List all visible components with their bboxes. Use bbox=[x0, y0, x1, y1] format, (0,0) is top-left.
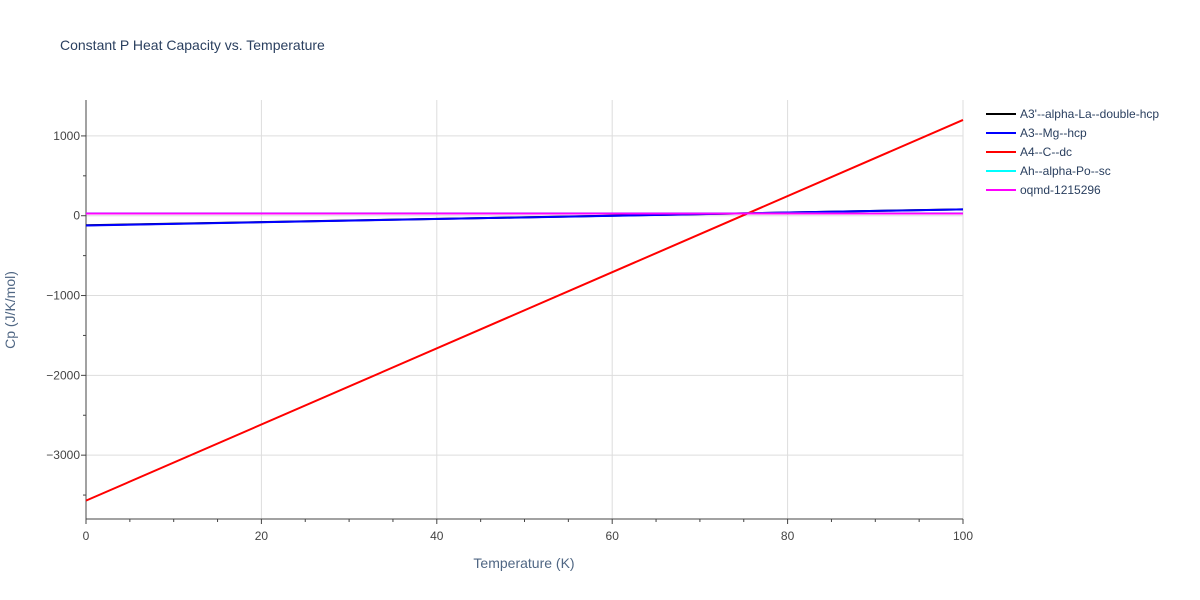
x-tick-label: 80 bbox=[781, 529, 795, 543]
x-tick-label: 20 bbox=[255, 529, 269, 543]
legend[interactable]: A3'--alpha-La--double-hcp A3--Mg--hcp A4--… bbox=[986, 107, 1159, 197]
y-axis-title: Cp (J/K/mol) bbox=[2, 271, 18, 349]
y-tick-label: −1000 bbox=[46, 289, 80, 303]
legend-label: Ah--alpha-Po--sc bbox=[1020, 164, 1111, 178]
x-tick-label: 60 bbox=[606, 529, 620, 543]
legend-label: oqmd-1215296 bbox=[1020, 183, 1101, 197]
y-tick-label: 0 bbox=[73, 209, 80, 223]
x-tick-label: 40 bbox=[430, 529, 444, 543]
legend-label: A4--C--dc bbox=[1020, 145, 1072, 159]
x-tick-label: 100 bbox=[953, 529, 973, 543]
series-lines bbox=[85, 119, 964, 502]
legend-item[interactable]: Ah--alpha-Po--sc bbox=[986, 164, 1111, 178]
y-tick-label: 1000 bbox=[53, 129, 80, 143]
series-line-2 bbox=[85, 119, 964, 502]
chart-title: Constant P Heat Capacity vs. Temperature bbox=[60, 37, 325, 53]
y-tick-label: −3000 bbox=[46, 448, 80, 462]
x-axis-title: Temperature (K) bbox=[473, 555, 574, 571]
legend-label: A3--Mg--hcp bbox=[1020, 126, 1087, 140]
x-tick-label: 0 bbox=[83, 529, 90, 543]
legend-item[interactable]: A4--C--dc bbox=[986, 145, 1072, 159]
y-tick-label: −2000 bbox=[46, 368, 80, 382]
series-line-1 bbox=[85, 208, 964, 227]
legend-item[interactable]: A3--Mg--hcp bbox=[986, 126, 1087, 140]
legend-item[interactable]: oqmd-1215296 bbox=[986, 183, 1101, 197]
grid bbox=[86, 100, 964, 519]
axes: 0 20 40 60 80 100 −3000 −2000 −1000 0 1000 bbox=[46, 100, 973, 543]
legend-label: A3'--alpha-La--double-hcp bbox=[1020, 107, 1159, 121]
legend-item[interactable]: A3'--alpha-La--double-hcp bbox=[986, 107, 1159, 121]
